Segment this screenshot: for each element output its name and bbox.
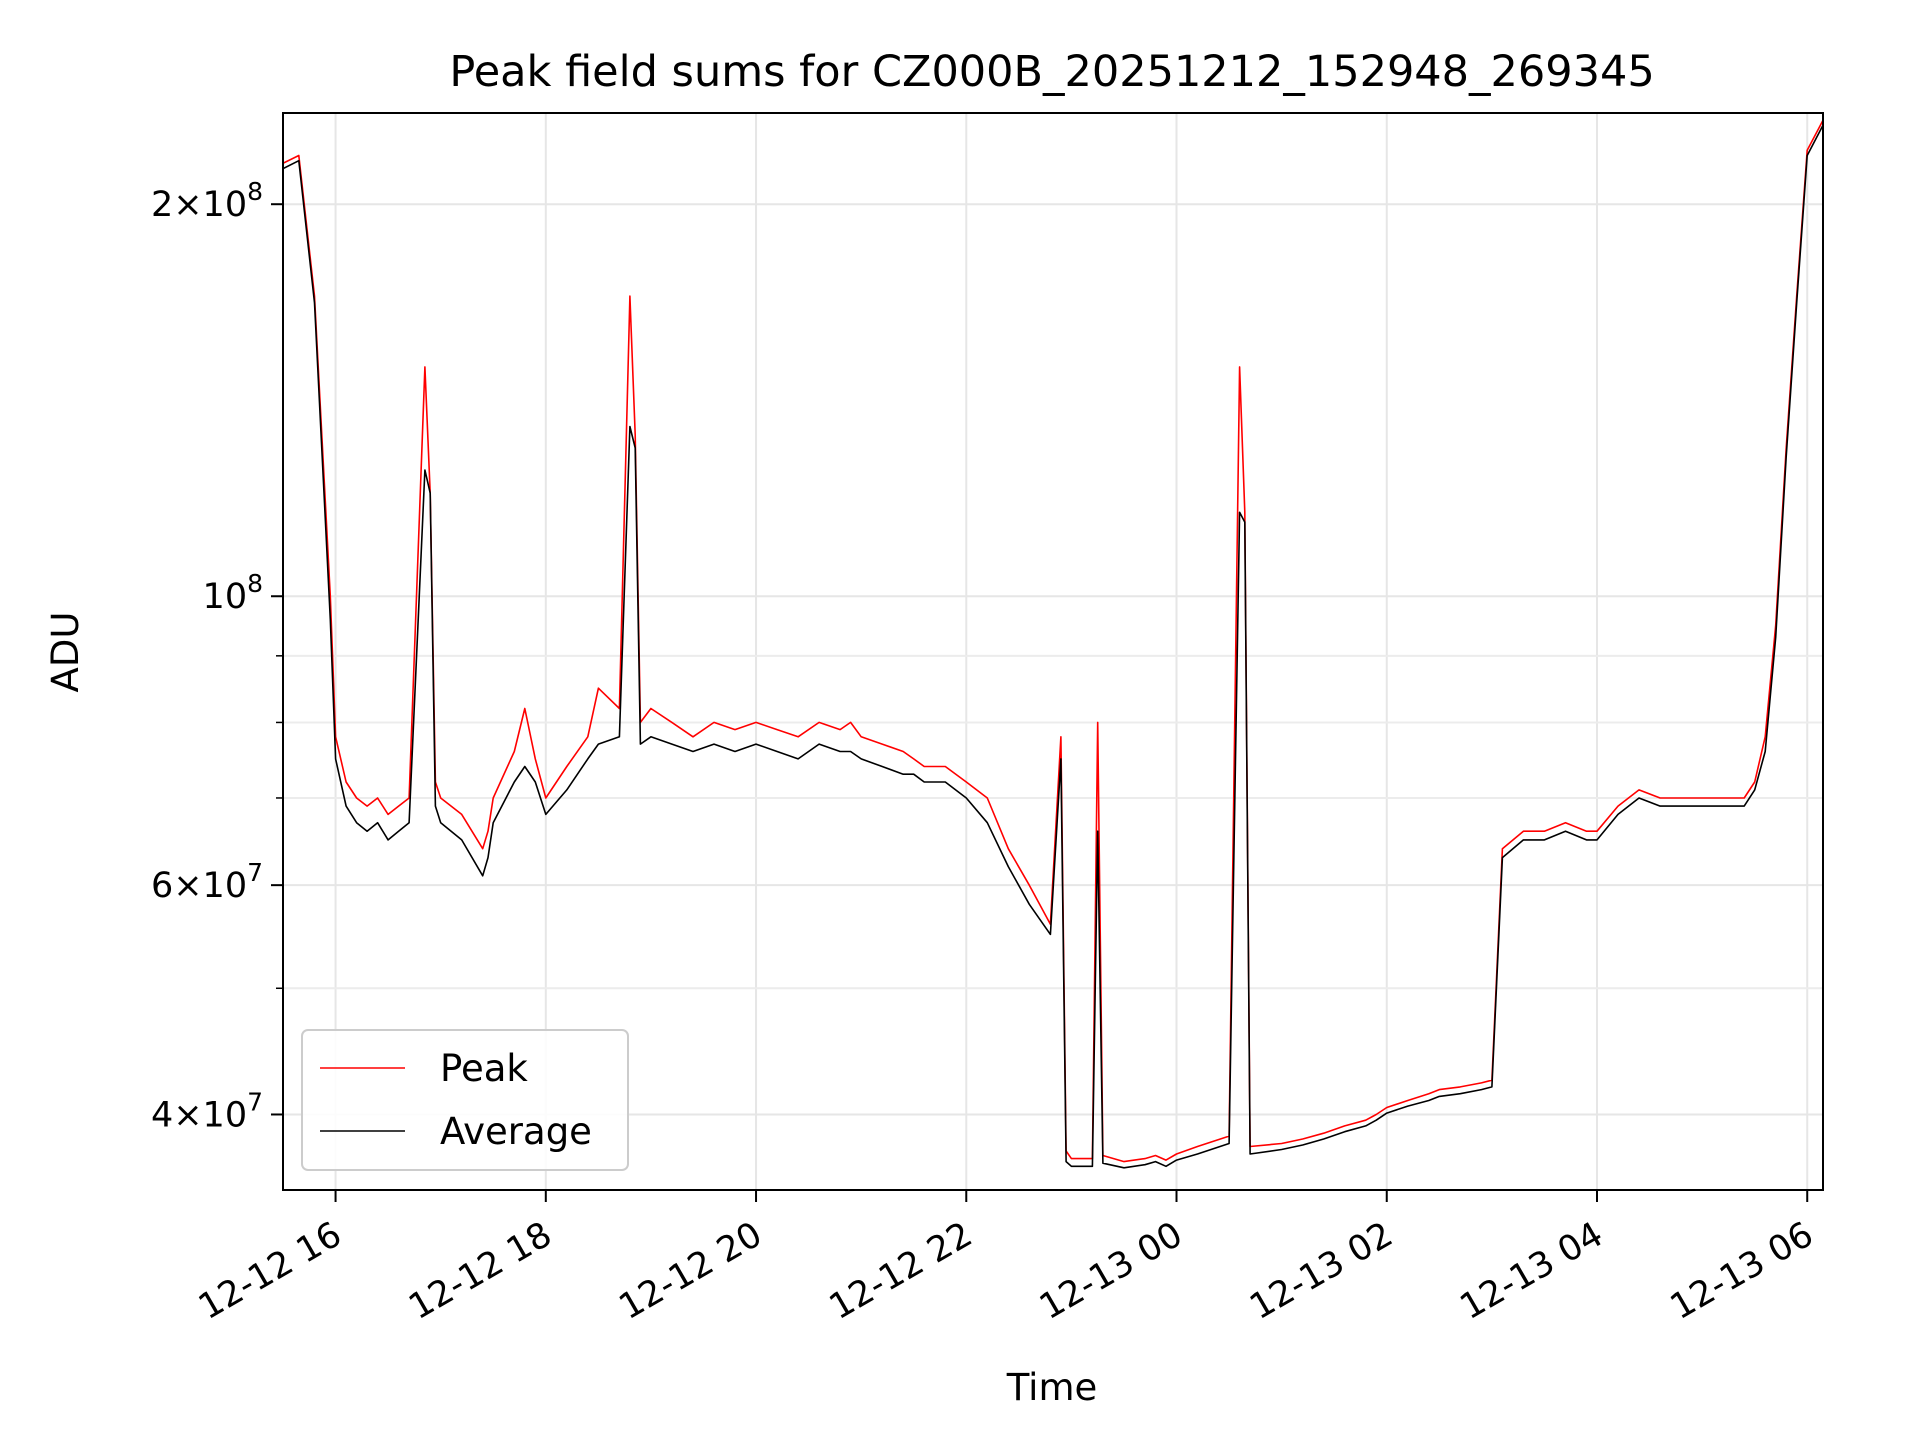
series-layer — [283, 119, 1823, 1169]
legend-box — [301, 1029, 629, 1171]
chart-title: Peak field sums for CZ000B_20251212_1529… — [449, 47, 1654, 97]
y-tick-label: 6×107 — [151, 858, 263, 906]
legend: Peak Average — [301, 1029, 629, 1171]
plot-area — [283, 119, 1823, 1169]
y-tick-label: 4×107 — [151, 1087, 263, 1135]
x-axis-label: Time — [1006, 1366, 1098, 1409]
y-tick-label: 108 — [203, 569, 263, 617]
y-axis-label: ADU — [44, 612, 87, 693]
series-line-peak — [283, 119, 1823, 1163]
legend-label-peak: Peak — [440, 1047, 528, 1090]
legend-label-average: Average — [440, 1110, 592, 1153]
y-tick-label: 2×108 — [151, 177, 263, 225]
series-line-average — [283, 124, 1823, 1169]
y-axis-ticks: 4×107 6×107 108 2×108 — [151, 177, 283, 1135]
axes-frame — [282, 112, 1824, 1191]
